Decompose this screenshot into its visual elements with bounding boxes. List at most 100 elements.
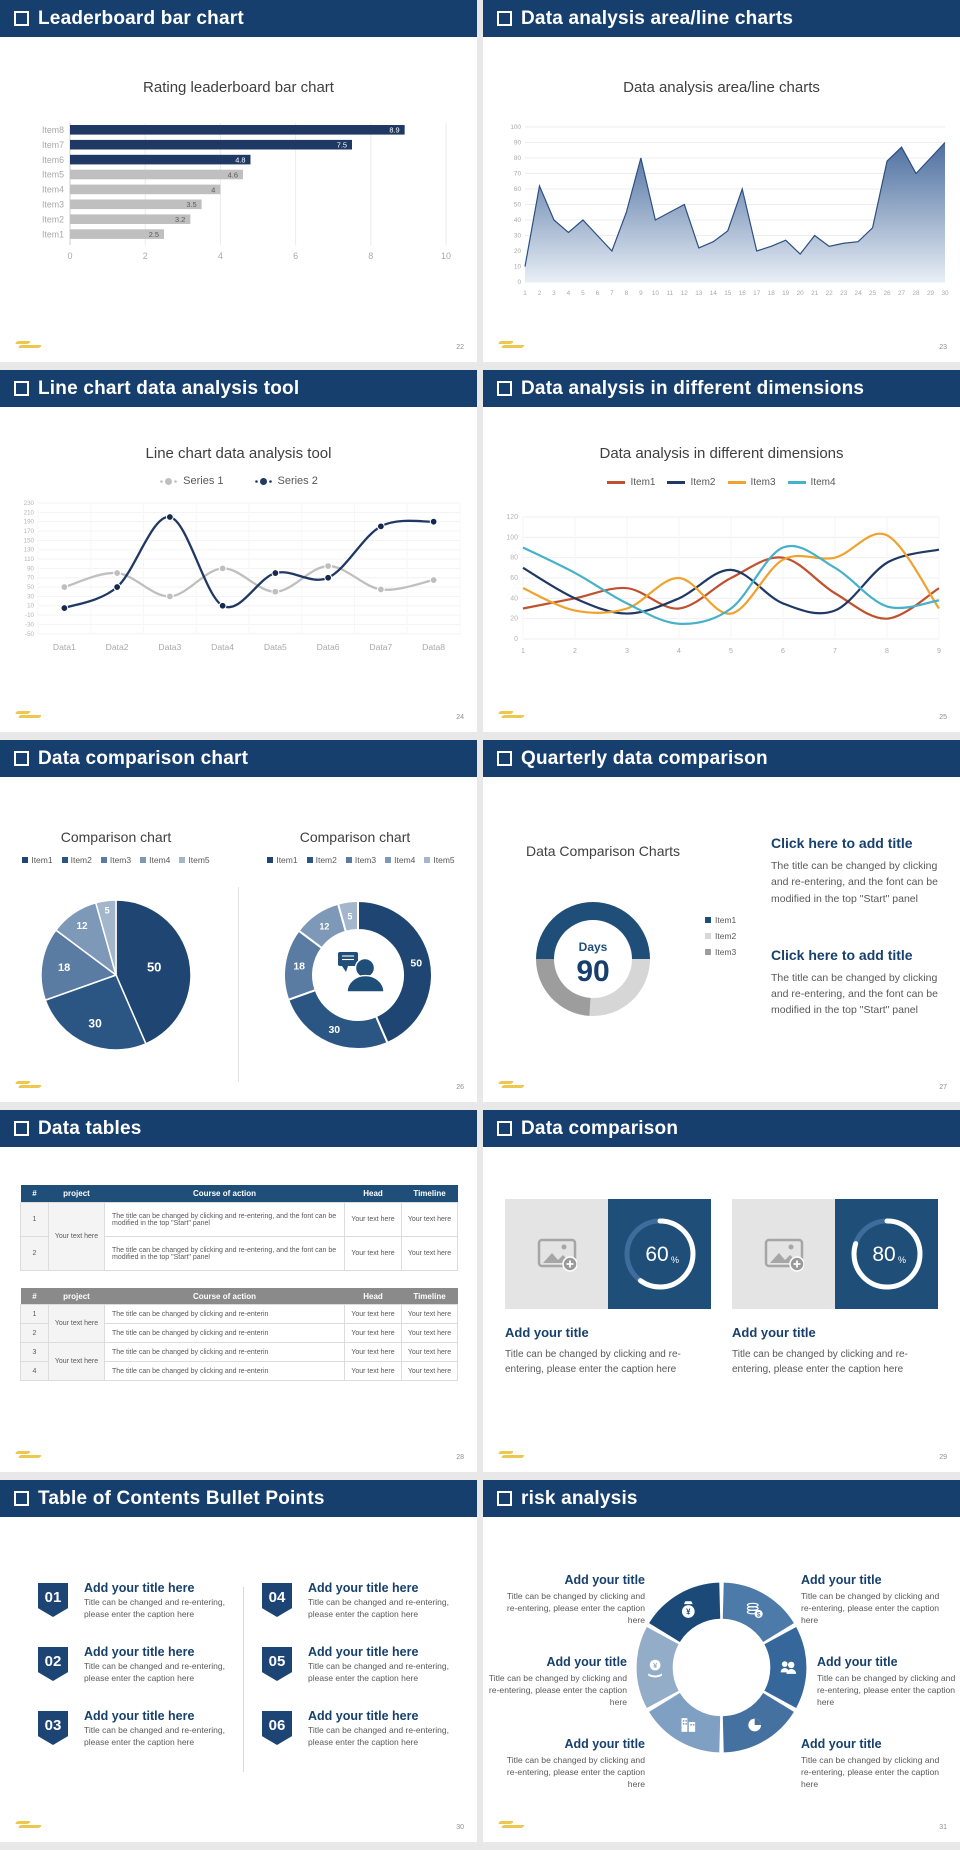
brand-logo — [498, 1451, 525, 1459]
svg-text:4: 4 — [567, 290, 571, 297]
svg-text:90: 90 — [27, 565, 34, 572]
svg-text:18: 18 — [293, 961, 305, 973]
legend-item: Item2 — [667, 477, 716, 488]
slide-risk-analysis[interactable]: risk analysis ¥ $ ¥ Add your title Title c… — [483, 1480, 960, 1842]
toc-title: Add your title here — [308, 1645, 419, 1659]
svg-text:10: 10 — [441, 251, 451, 261]
svg-text:40: 40 — [514, 217, 522, 224]
page-number: 24 — [456, 714, 464, 721]
block-body: The title can be changed by clicking and… — [771, 860, 938, 905]
square-bullet-icon — [497, 1491, 512, 1506]
svg-text:21: 21 — [811, 290, 819, 297]
col-header: Timeline — [401, 1288, 458, 1305]
toc-caption: Title can be changed and re-entering, pl… — [308, 1661, 449, 1683]
square-bullet-icon — [14, 381, 29, 396]
svg-text:8: 8 — [368, 251, 373, 261]
series2-marker-icon — [259, 477, 267, 485]
text-block: Click here to add title The title can be… — [771, 835, 947, 907]
svg-text:4: 4 — [211, 185, 215, 194]
card-caption: Title can be changed by clicking and re-… — [505, 1349, 681, 1375]
svg-text:Data4: Data4 — [211, 642, 234, 652]
block-title: Click here to add title — [771, 946, 913, 963]
page-number: 31 — [939, 1824, 947, 1831]
page-number: 23 — [939, 344, 947, 351]
text-blocks: Click here to add title The title can be… — [771, 835, 947, 1019]
svg-text:1: 1 — [521, 648, 525, 655]
slide-area-line-charts[interactable]: Data analysis area/line charts Data anal… — [483, 0, 960, 362]
svg-text:23: 23 — [840, 290, 848, 297]
svg-text:12: 12 — [681, 290, 689, 297]
item2-swatch-icon — [61, 857, 68, 863]
svg-text:-30: -30 — [25, 621, 35, 628]
risk-item: Add your title Title can be changed by c… — [801, 1737, 940, 1790]
svg-text:210: 210 — [24, 509, 35, 516]
svg-text:80: 80 — [510, 555, 518, 562]
risk-item: Add your title Title can be changed by c… — [801, 1573, 940, 1626]
item3-swatch-icon — [100, 857, 107, 863]
cell-timeline: Your text here — [401, 1236, 458, 1271]
svg-text:27: 27 — [898, 290, 906, 297]
slide-header-title: Table of Contents Bullet Points — [38, 1487, 325, 1509]
brand-logo — [498, 1821, 525, 1829]
svg-text:¥: ¥ — [653, 1661, 658, 1670]
svg-text:0: 0 — [514, 636, 518, 643]
donut-chart: 50 30 18 12 5 — [240, 869, 476, 1081]
svg-text:29: 29 — [927, 290, 935, 297]
slide-line-chart-tool[interactable]: Line chart data analysis tool Line chart… — [0, 370, 477, 732]
slide-toc-bullet-points[interactable]: Table of Contents Bullet Points 01 Add y… — [0, 1480, 477, 1842]
svg-text:30: 30 — [88, 1016, 102, 1030]
svg-text:13: 13 — [695, 290, 703, 297]
table-row: 2 The title can be changed by clicking a… — [20, 1236, 458, 1271]
square-bullet-icon — [497, 1121, 512, 1136]
svg-text:10: 10 — [514, 264, 522, 271]
slide-header: Data analysis area/line charts — [483, 0, 960, 37]
block-title: Click here to add title — [771, 835, 913, 851]
svg-text:90: 90 — [514, 140, 522, 147]
svg-text:Data5: Data5 — [264, 642, 287, 652]
col-header: Timeline — [401, 1185, 458, 1203]
square-bullet-icon — [497, 381, 512, 396]
cell-head: Your text here — [344, 1361, 402, 1381]
slide-header-title: Data analysis in different dimensions — [521, 377, 865, 399]
toc-caption: Title can be changed and re-entering, pl… — [84, 1661, 225, 1683]
slide-data-tables[interactable]: Data tables # project Course of action H… — [0, 1110, 477, 1472]
slide-data-comparison-pies[interactable]: Data comparison chart Comparison chart C… — [0, 740, 477, 1102]
card-title: Add your title — [505, 1325, 589, 1340]
cell-course: The title can be changed by clicking and… — [104, 1304, 345, 1324]
svg-text:20: 20 — [797, 290, 805, 297]
brand-logo — [498, 711, 525, 719]
cell-num: 1 — [20, 1202, 49, 1237]
slide-multidimension-lines[interactable]: Data analysis in different dimensions Da… — [483, 370, 960, 732]
svg-text:18: 18 — [768, 290, 776, 297]
item1-line-icon — [607, 481, 626, 484]
svg-text:4.8: 4.8 — [235, 156, 245, 165]
svg-text:230: 230 — [24, 500, 35, 507]
cell-course: The title can be changed by clicking and… — [104, 1202, 345, 1237]
svg-text:Item6: Item6 — [42, 155, 64, 165]
svg-text:2: 2 — [143, 251, 148, 261]
brand-logo — [498, 1081, 525, 1089]
svg-text:25: 25 — [869, 290, 877, 297]
svg-text:%: % — [671, 1255, 679, 1265]
money-bag-icon: ¥ — [681, 1601, 695, 1618]
slide-leaderboard-bar-chart[interactable]: Leaderboard bar chart Rating leaderboard… — [0, 0, 477, 362]
toc-caption: Title can be changed and re-entering, pl… — [308, 1725, 449, 1747]
item1-swatch-icon — [267, 857, 274, 863]
slide-header-title: risk analysis — [521, 1487, 638, 1509]
svg-text:80: 80 — [872, 1243, 895, 1266]
slide-header-title: Leaderboard bar chart — [38, 7, 244, 29]
svg-text:70: 70 — [514, 171, 522, 178]
svg-text:2: 2 — [573, 648, 577, 655]
slide-header: Data comparison chart — [0, 740, 477, 777]
svg-text:50: 50 — [27, 584, 34, 591]
slide-quarterly-comparison[interactable]: Quarterly data comparison Data Compariso… — [483, 740, 960, 1102]
legend-item: Item3 — [727, 477, 776, 488]
slide-header-title: Data comparison — [521, 1117, 679, 1139]
page-number: 29 — [939, 1454, 947, 1461]
slide-data-comparison-cards[interactable]: Data comparison 60 % Add your title Titl… — [483, 1110, 960, 1472]
page-number: 22 — [456, 344, 464, 351]
page-number: 28 — [456, 1454, 464, 1461]
svg-text:Data3: Data3 — [158, 642, 181, 652]
slide-header: Table of Contents Bullet Points — [0, 1480, 477, 1517]
